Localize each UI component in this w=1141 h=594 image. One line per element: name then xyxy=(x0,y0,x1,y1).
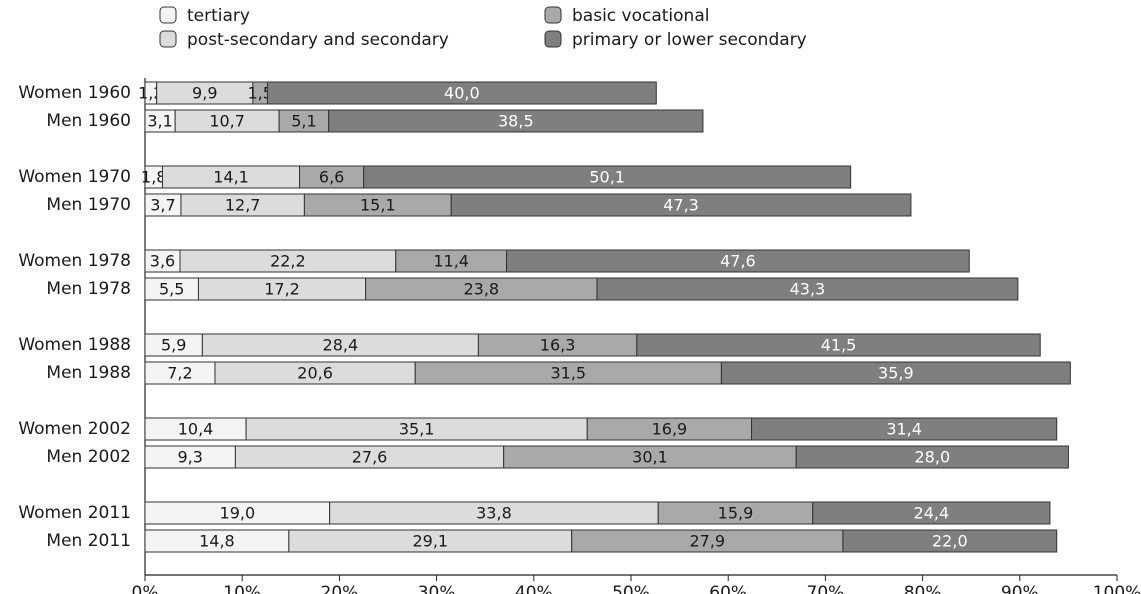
bar-segment xyxy=(363,165,852,189)
y-tick-label: Men 1978 xyxy=(46,279,131,299)
value-label: 33,8 xyxy=(476,504,512,523)
value-label: 27,6 xyxy=(352,448,388,467)
value-label: 3,6 xyxy=(150,252,175,271)
value-label: 15,1 xyxy=(360,196,396,215)
value-label: 31,5 xyxy=(550,364,586,383)
value-label: 1,8 xyxy=(141,168,166,187)
value-label: 14,1 xyxy=(213,168,249,187)
value-label: 24,4 xyxy=(914,504,950,523)
bar-segment xyxy=(266,81,657,105)
value-label: 35,1 xyxy=(399,420,435,439)
legend-label: primary or lower secondary xyxy=(572,30,807,50)
value-label: 22,0 xyxy=(932,532,968,551)
value-label: 5,9 xyxy=(161,336,186,355)
bar-segment xyxy=(636,333,1041,357)
y-tick-label: Women 1978 xyxy=(18,251,131,271)
value-label: 10,7 xyxy=(209,112,245,131)
value-label: 27,9 xyxy=(689,532,725,551)
value-label: 31,4 xyxy=(886,420,922,439)
x-tick-label: 60% xyxy=(709,583,747,594)
value-label: 9,9 xyxy=(192,84,217,103)
bar-segment xyxy=(450,193,912,217)
value-label: 5,5 xyxy=(159,280,184,299)
value-label: 38,5 xyxy=(498,112,534,131)
value-label: 10,4 xyxy=(178,420,214,439)
value-label: 28,4 xyxy=(323,336,359,355)
value-label: 19,0 xyxy=(220,504,256,523)
value-label: 3,1 xyxy=(147,112,172,131)
x-tick-label: 20% xyxy=(321,583,359,594)
legend-swatch xyxy=(159,6,177,24)
legend-label: tertiary xyxy=(187,6,250,26)
legend-swatch xyxy=(544,6,562,24)
value-label: 17,2 xyxy=(264,280,300,299)
x-tick-label: 0% xyxy=(132,583,159,594)
value-label: 43,3 xyxy=(790,280,826,299)
value-label: 16,3 xyxy=(540,336,576,355)
value-label: 30,1 xyxy=(632,448,668,467)
value-label: 9,3 xyxy=(177,448,202,467)
value-label: 23,8 xyxy=(463,280,499,299)
value-label: 6,6 xyxy=(319,168,344,187)
legend-label: post-secondary and secondary xyxy=(187,30,449,50)
value-label: 3,7 xyxy=(150,196,175,215)
value-label: 12,7 xyxy=(225,196,261,215)
value-label: 47,6 xyxy=(720,252,756,271)
y-tick-label: Men 2002 xyxy=(46,447,131,467)
value-label: 35,9 xyxy=(878,364,914,383)
y-tick-label: Women 1970 xyxy=(18,167,131,187)
y-tick-label: Women 1960 xyxy=(18,83,131,103)
value-label: 40,0 xyxy=(444,84,480,103)
y-tick-label: Men 1988 xyxy=(46,363,131,383)
x-tick-label: 100% xyxy=(1093,583,1141,594)
legend-swatch xyxy=(159,30,177,48)
y-tick-label: Women 1988 xyxy=(18,335,131,355)
x-tick-label: 30% xyxy=(418,583,456,594)
x-tick-label: 40% xyxy=(515,583,553,594)
x-tick-label: 80% xyxy=(904,583,942,594)
value-label: 14,8 xyxy=(199,532,235,551)
bar-segment xyxy=(506,249,970,273)
bar-segment xyxy=(720,361,1071,385)
value-label: 11,4 xyxy=(433,252,469,271)
value-label: 50,1 xyxy=(589,168,625,187)
x-tick-label: 90% xyxy=(1001,583,1039,594)
bar-segment xyxy=(751,417,1058,441)
value-label: 15,9 xyxy=(718,504,754,523)
value-label: 1,5 xyxy=(247,84,272,103)
value-label: 47,3 xyxy=(663,196,699,215)
value-label: 16,9 xyxy=(652,420,688,439)
value-label: 5,1 xyxy=(291,112,316,131)
value-label: 7,2 xyxy=(167,364,192,383)
y-tick-label: Women 2002 xyxy=(18,419,131,439)
y-tick-label: Men 1960 xyxy=(46,111,131,131)
bar-segment xyxy=(596,277,1019,301)
y-tick-label: Women 2011 xyxy=(18,503,131,523)
value-label: 20,6 xyxy=(297,364,333,383)
y-tick-label: Men 2011 xyxy=(46,531,131,551)
x-tick-label: 10% xyxy=(223,583,261,594)
x-tick-label: 50% xyxy=(612,583,650,594)
value-label: 28,0 xyxy=(915,448,951,467)
bar-segment xyxy=(795,445,1069,469)
legend-label: basic vocational xyxy=(572,6,709,26)
value-label: 41,5 xyxy=(821,336,857,355)
y-tick-label: Men 1970 xyxy=(46,195,131,215)
legend-swatch xyxy=(544,30,562,48)
x-tick-label: 70% xyxy=(807,583,845,594)
value-label: 22,2 xyxy=(270,252,306,271)
value-label: 29,1 xyxy=(412,532,448,551)
bar-segment xyxy=(812,501,1051,525)
bar-segment xyxy=(842,529,1058,553)
bar-segment xyxy=(328,109,704,133)
